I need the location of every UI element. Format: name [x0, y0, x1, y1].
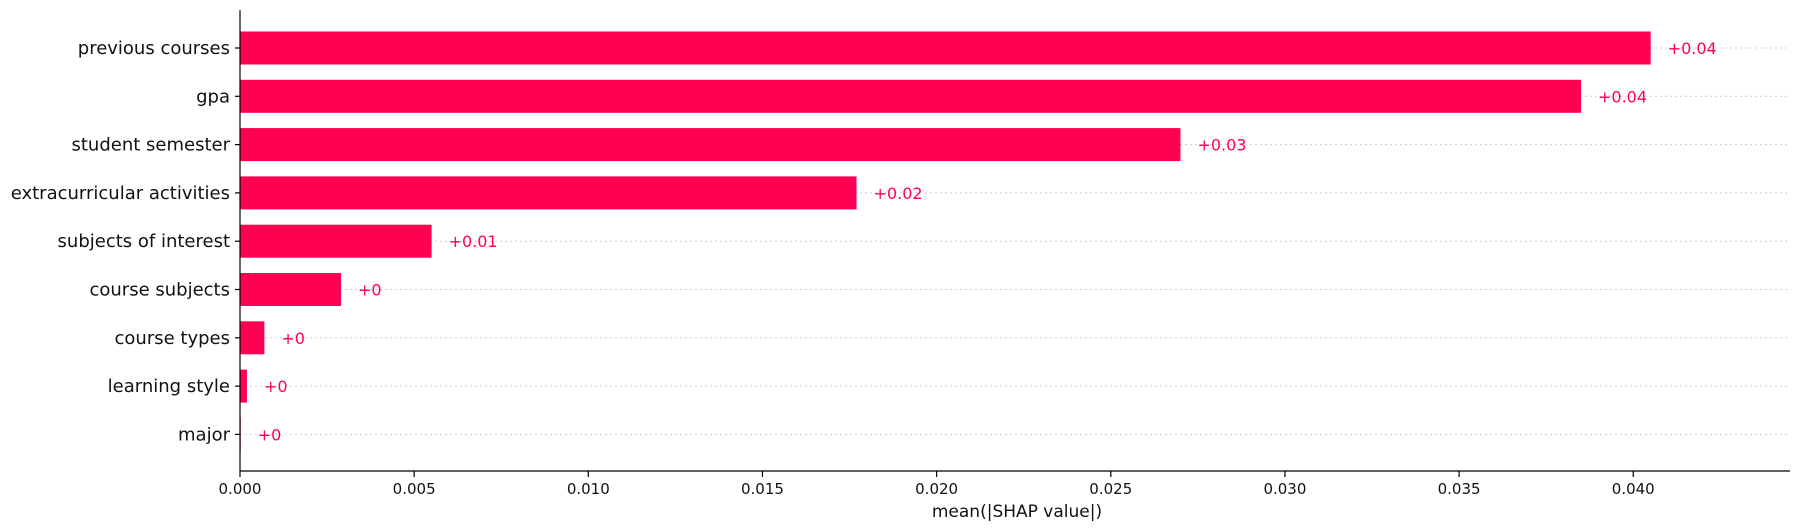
- category-label: subjects of interest: [58, 231, 230, 252]
- value-label: +0.04: [1598, 87, 1647, 106]
- category-label: course subjects: [89, 280, 230, 301]
- value-label: +0: [281, 329, 305, 348]
- bar: [240, 31, 1651, 65]
- value-label: +0: [264, 377, 288, 396]
- bar: [240, 79, 1582, 113]
- value-label: +0.02: [874, 184, 923, 203]
- x-tick-label: 0.040: [1612, 480, 1655, 498]
- x-tick-label: 0.020: [915, 480, 958, 498]
- x-tick-label: 0.005: [393, 480, 436, 498]
- value-labels: +0.04 +0.04 +0.03 +0.02 +0.01 +0 +0 +0 +0: [258, 39, 1717, 444]
- value-label: +0.01: [449, 232, 498, 251]
- category-label: learning style: [108, 376, 230, 397]
- bar: [240, 273, 342, 306]
- category-labels: previous courses gpa student semester extra…: [11, 38, 231, 445]
- bars: [240, 31, 1651, 451]
- x-tick-label: 0.035: [1438, 480, 1481, 498]
- x-tick-label: 0.030: [1263, 480, 1306, 498]
- value-label: +0.03: [1197, 136, 1246, 155]
- bar: [240, 321, 265, 355]
- category-label: student semester: [71, 135, 230, 156]
- x-tick-label: 0.015: [741, 480, 784, 498]
- category-label: previous courses: [78, 38, 230, 59]
- bar: [240, 128, 1181, 162]
- value-label: +0: [258, 425, 282, 444]
- category-label: major: [178, 424, 231, 445]
- bar: [240, 224, 432, 258]
- axes: 0.000 0.005 0.010 0.015 0.020 0.025 0.030 0.035…: [219, 10, 1790, 498]
- value-label: +0: [358, 281, 382, 300]
- x-tick-label: 0.025: [1089, 480, 1132, 498]
- category-label: gpa: [196, 86, 230, 107]
- value-label: +0.04: [1668, 39, 1717, 58]
- category-label: extracurricular activities: [11, 183, 230, 204]
- x-axis-title: mean(|SHAP value|): [932, 502, 1102, 522]
- x-tick-label: 0.010: [567, 480, 610, 498]
- x-tick-label: 0.000: [219, 480, 262, 498]
- category-label: course types: [115, 328, 230, 349]
- bar: [240, 369, 247, 403]
- bar: [240, 176, 857, 210]
